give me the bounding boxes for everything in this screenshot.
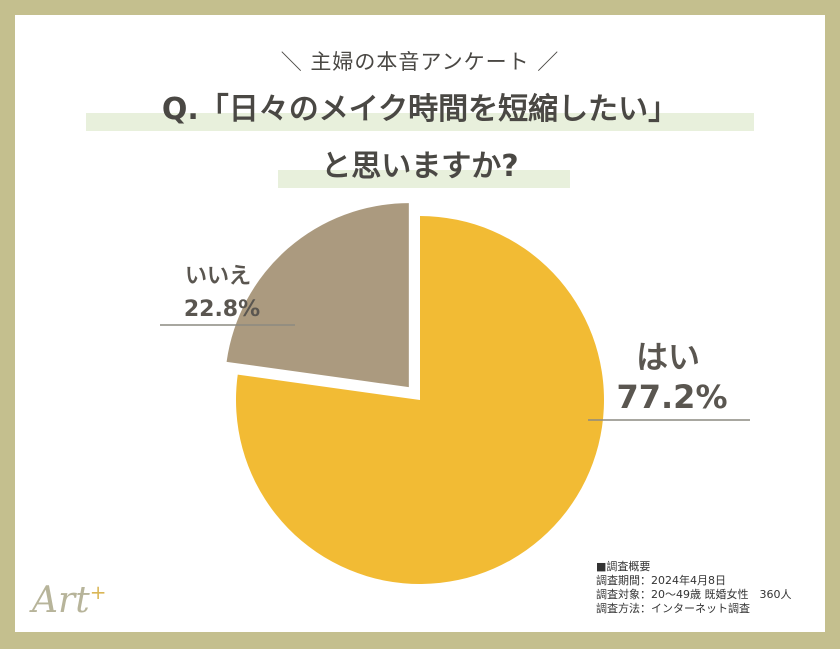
art-plus-logo: Art+ — [32, 580, 107, 621]
value-yes: 77.2% — [616, 378, 727, 416]
highlight-bar — [278, 170, 570, 188]
pie-slice-0 — [236, 216, 605, 584]
notes-method: 調査方法：インターネット調査 — [596, 602, 750, 615]
survey-subtitle: ＼ 主婦の本音アンケート ／ — [280, 50, 560, 74]
pie-slice-1 — [226, 203, 409, 388]
question-line-1: Q.「日々のメイク時間を短縮したい」 — [161, 92, 679, 127]
question-line-2: と思いますか? — [321, 149, 519, 184]
notes-heading: ■調査概要 — [596, 560, 651, 573]
highlight-bar — [86, 113, 754, 131]
survey-notes: ■調査概要 調査期間：2024年4月8日 調査対象：20〜49歳 既婚女性 36… — [596, 560, 792, 616]
notes-period: 調査期間：2024年4月8日 — [596, 574, 726, 587]
label-no: いいえ — [185, 264, 251, 289]
label-yes: はい — [636, 338, 700, 376]
value-no: 22.8% — [184, 297, 260, 322]
notes-target: 調査対象：20〜49歳 既婚女性 360人 — [596, 588, 792, 601]
